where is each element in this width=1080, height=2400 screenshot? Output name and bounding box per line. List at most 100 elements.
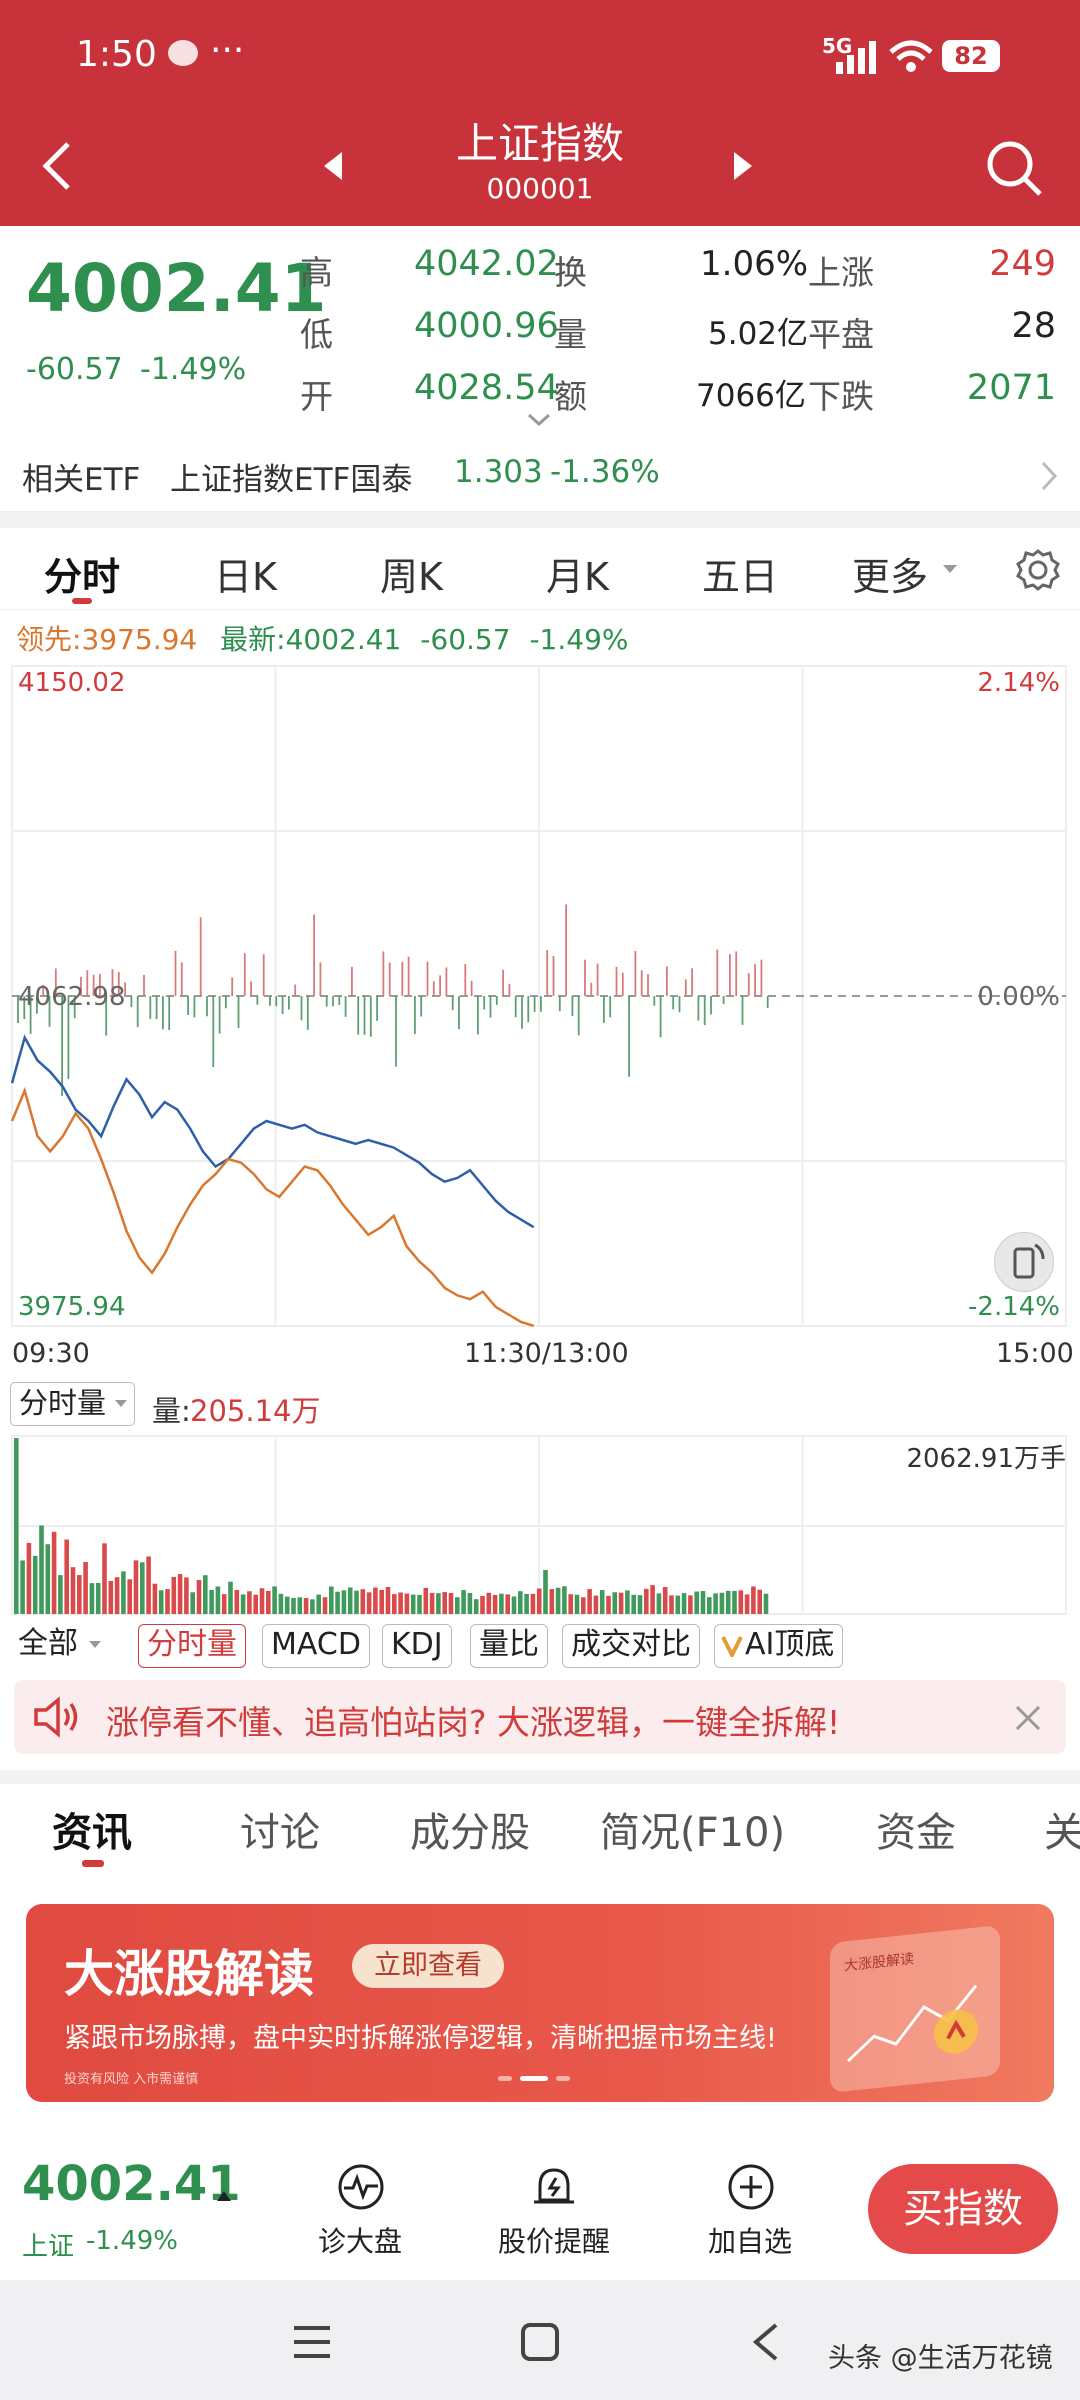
volume-chart[interactable] (0, 1434, 1080, 1616)
indicator-volume[interactable]: 分时量 (138, 1624, 246, 1668)
plus-circle-icon (728, 2164, 774, 2210)
nav-back-icon[interactable] (750, 2322, 780, 2362)
volume-bar (549, 1589, 555, 1614)
section-divider (0, 512, 1080, 528)
prev-index-icon[interactable] (320, 150, 344, 182)
chart-illustration-icon (847, 1984, 978, 2063)
volume-bar (669, 1595, 674, 1614)
volume-bar (322, 1597, 328, 1614)
price-alert-button[interactable]: 股价提醒 (484, 2164, 624, 2264)
search-icon[interactable] (984, 138, 1044, 198)
v-logo-icon (721, 1636, 743, 1657)
tab-more[interactable]: 更多 (852, 555, 929, 599)
intraday-chart[interactable] (0, 660, 1080, 1360)
volume-bar (278, 1593, 284, 1614)
feature-banner[interactable]: 大涨股解读 立即查看 紧跟市场脉搏，盘中实时拆解涨停逻辑，清晰把握市场主线! 投… (26, 1904, 1054, 2102)
expand-chevron-icon[interactable] (526, 412, 552, 428)
tab-five-day[interactable]: 五日 (702, 555, 779, 599)
tab-constituents[interactable]: 成分股 (410, 1810, 530, 1856)
rotate-screen-button[interactable] (994, 1232, 1054, 1292)
volume-bar (127, 1579, 132, 1614)
volume-bar (171, 1576, 177, 1614)
indicator-volume-ratio[interactable]: 量比 (470, 1624, 548, 1668)
volume-bar (240, 1594, 246, 1614)
open-label: 开 (300, 377, 333, 416)
indicator-macd[interactable]: MACD (262, 1624, 370, 1668)
tab-daily-k[interactable]: 日K (214, 555, 277, 599)
signal-icon (836, 41, 876, 74)
volume-bar (455, 1597, 460, 1614)
volume-bar (644, 1588, 649, 1614)
tab-f10[interactable]: 简况(F10) (600, 1810, 786, 1856)
tab-weekly-k[interactable]: 周K (380, 555, 443, 599)
high-value: 4042.02 (414, 244, 559, 284)
volume-bar (423, 1587, 429, 1614)
volume-bar (373, 1587, 378, 1614)
banner-card-label: 大涨股解读 (844, 1951, 914, 1975)
volume-bar (341, 1590, 347, 1614)
volume-bar (102, 1543, 107, 1614)
volume-bar (763, 1593, 769, 1614)
volume-bar (612, 1592, 618, 1614)
home-icon[interactable] (520, 2322, 560, 2362)
back-icon[interactable] (40, 140, 74, 192)
volume-bar (385, 1587, 391, 1614)
volume-bar (209, 1589, 214, 1614)
volume-bar (114, 1577, 120, 1614)
up-count: 249 (989, 244, 1056, 284)
volume-bars (14, 1438, 769, 1614)
indicator-trade-compare[interactable]: 成交对比 (562, 1624, 700, 1668)
volume-bar (499, 1593, 504, 1614)
volume-bar (404, 1593, 410, 1614)
volume-bar (140, 1562, 145, 1614)
volume-bar (121, 1571, 126, 1614)
gear-icon[interactable] (1016, 548, 1060, 592)
tab-intraday[interactable]: 分时 (44, 555, 121, 599)
tab-news[interactable]: 资讯 (52, 1810, 132, 1856)
tab-discussion[interactable]: 讨论 (240, 1810, 320, 1856)
indicator-kdj[interactable]: KDJ (382, 1624, 452, 1668)
tab-capital[interactable]: 资金 (876, 1810, 956, 1856)
volume-bar (681, 1593, 687, 1614)
tab-active-indicator (82, 1860, 104, 1867)
y-top-label: 4150.02 (18, 668, 126, 698)
pct-mid-label: 0.00% (977, 982, 1060, 1012)
next-index-icon[interactable] (732, 150, 756, 182)
turnover-value: 1.06% (700, 244, 809, 284)
indicator-all[interactable]: 全部 (10, 1624, 108, 1668)
volume-value: 205.14万 (190, 1394, 321, 1428)
wechat-icon (168, 40, 198, 66)
buy-index-button[interactable]: 买指数 (868, 2164, 1058, 2254)
volume-grid (11, 1435, 1067, 1615)
tab-more-clipped[interactable]: 关 (1044, 1810, 1080, 1856)
volume-bar (392, 1594, 397, 1614)
volume-bar (266, 1590, 271, 1614)
volume-bar (732, 1590, 737, 1614)
indicator-ai-top-bottom[interactable]: AI顶底 (714, 1624, 844, 1668)
feature-banner-button[interactable]: 立即查看 (352, 1944, 504, 1988)
volume-bar (329, 1586, 334, 1614)
volume-bar (650, 1585, 655, 1614)
volume-bar (700, 1591, 706, 1614)
volume-bar (360, 1589, 366, 1614)
system-nav-bar: 头条 @生活万花镜 (0, 2280, 1080, 2400)
menu-icon[interactable] (292, 2324, 332, 2360)
add-watchlist-button[interactable]: 加自选 (690, 2164, 810, 2264)
volume-bar (555, 1587, 561, 1614)
volume-bar (184, 1577, 189, 1614)
high-label: 高 (300, 253, 333, 292)
volume-bar (297, 1597, 303, 1614)
volume-type-select[interactable]: 分时量 (10, 1382, 136, 1426)
volume-bar (725, 1590, 731, 1614)
diagnose-market-button[interactable]: 诊大盘 (300, 2164, 420, 2264)
close-icon[interactable] (1014, 1704, 1042, 1732)
volume-bar (272, 1586, 277, 1614)
tab-monthly-k[interactable]: 月K (546, 555, 609, 599)
volume-bar (606, 1595, 611, 1614)
caret-down-icon (943, 565, 957, 573)
promo-banner[interactable]: 涨停看不懂、追高怕站岗? 大涨逻辑，一键全拆解! (14, 1680, 1066, 1754)
volume-bar (461, 1590, 466, 1614)
price-alert-label: 股价提醒 (497, 2225, 610, 2258)
volume-bar (20, 1560, 25, 1614)
related-etf-row[interactable]: 相关ETF 上证指数ETF国泰 1.303 -1.36% (0, 440, 1080, 512)
